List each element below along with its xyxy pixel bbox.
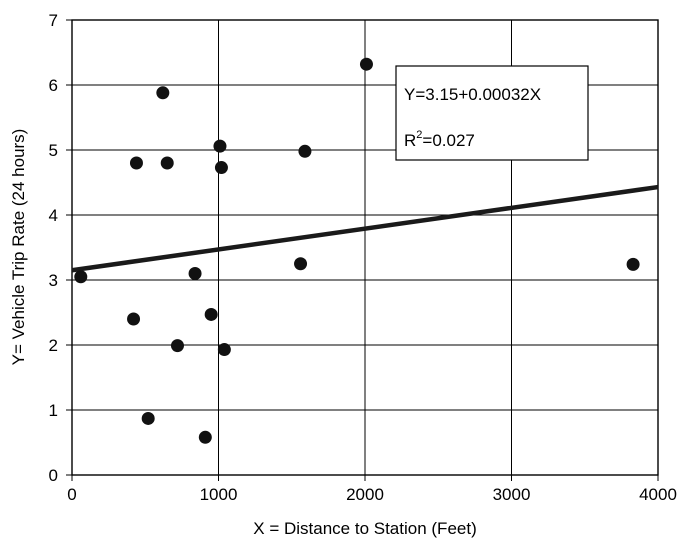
data-point (294, 257, 308, 271)
x-tick-label: 3000 (493, 485, 531, 504)
x-tick-label: 0 (67, 485, 76, 504)
data-point (160, 156, 174, 170)
y-axis-label: Y= Vehicle Trip Rate (24 hours) (9, 129, 28, 366)
y-tick-label: 3 (49, 271, 58, 290)
r-squared-superscript: 2 (416, 129, 422, 141)
data-point (129, 156, 143, 170)
y-tick-label: 7 (49, 11, 58, 30)
data-point (626, 257, 640, 271)
x-tick-label: 1000 (200, 485, 238, 504)
annotation-box: Y=3.15+0.00032X R2=0.027 (395, 65, 589, 161)
data-point (217, 343, 231, 357)
data-point (170, 339, 184, 353)
y-tick-label: 2 (49, 336, 58, 355)
data-points (74, 57, 640, 444)
x-axis-label: X = Distance to Station (Feet) (253, 519, 476, 538)
x-tick-label: 2000 (346, 485, 384, 504)
data-point (74, 270, 88, 284)
data-point (198, 430, 212, 444)
data-point (298, 144, 312, 158)
y-tick-label: 0 (49, 466, 58, 485)
y-tick-labels: 0 1 2 3 4 5 6 7 (49, 11, 72, 485)
data-point (156, 86, 170, 100)
y-tick-label: 4 (49, 206, 58, 225)
data-point (141, 411, 155, 425)
data-point (214, 161, 228, 175)
data-point (359, 57, 373, 71)
r-squared-value: =0.027 (422, 131, 474, 150)
data-point (188, 267, 202, 280)
trend-line (71, 184, 659, 273)
annotation-frame (395, 65, 589, 161)
regression-equation: Y=3.15+0.00032X (404, 85, 541, 104)
r-squared: R2=0.027 (404, 129, 475, 150)
x-tick-labels: 0 1000 2000 3000 4000 (67, 475, 677, 504)
r-squared-label: R (404, 131, 416, 150)
data-point (204, 307, 218, 321)
data-point (127, 312, 141, 326)
y-tick-label: 6 (49, 76, 58, 95)
data-point (213, 139, 227, 153)
y-tick-label: 5 (49, 141, 58, 160)
y-tick-label: 1 (49, 401, 58, 420)
x-tick-label: 4000 (639, 485, 677, 504)
